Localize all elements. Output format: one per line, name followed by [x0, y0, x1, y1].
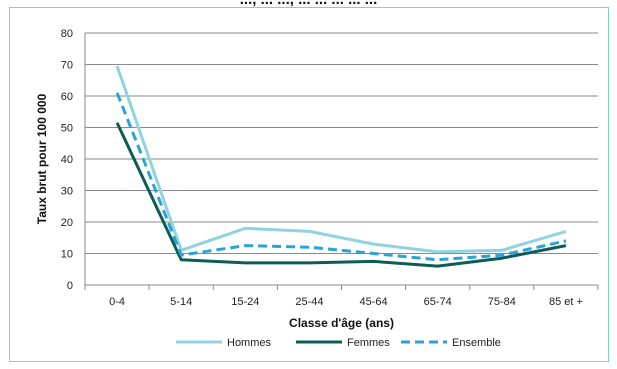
y-tick-label-60: 60 [61, 91, 73, 103]
y-tick-label-70: 70 [61, 60, 73, 72]
x-tick-label-1: 5-14 [170, 296, 192, 308]
y-tick-label-20: 20 [61, 217, 73, 229]
series-line-ensemble [115, 92, 567, 262]
y-tick-label-40: 40 [61, 154, 73, 166]
y-tick-label-10: 10 [61, 249, 73, 261]
x-tick-label-7: 85 et + [549, 296, 583, 308]
legend-label-ensemble: Ensemble [452, 337, 501, 349]
x-tick-label-0: 0-4 [109, 296, 125, 308]
x-tick-label-4: 45-64 [359, 296, 387, 308]
x-tick-label-5: 65-74 [424, 296, 452, 308]
chart-frame [9, 7, 609, 362]
x-tick-label-6: 75-84 [488, 296, 516, 308]
y-tick-label-80: 80 [61, 28, 73, 40]
y-tick-label-0: 0 [67, 280, 73, 292]
legend-label-femmes: Femmes [347, 337, 390, 349]
x-tick-label-2: 15-24 [231, 296, 259, 308]
y-tick-label-50: 50 [61, 123, 73, 135]
legend-label-hommes: Hommes [227, 337, 272, 349]
y-axis-title: Taux brut pour 100 000 [35, 93, 49, 224]
y-tick-label-30: 30 [61, 186, 73, 198]
cropped-title-text: ..., ... ..., ... ... ... ... ... [0, 0, 617, 8]
series-line-hommes [115, 65, 567, 254]
cropped-title: ..., ... ..., ... ... ... ... ... [0, 0, 617, 8]
x-tick-label-3: 25-44 [295, 296, 323, 308]
x-axis-title: Classe d'âge (ans) [289, 316, 394, 330]
series-line-femmes [115, 122, 567, 268]
